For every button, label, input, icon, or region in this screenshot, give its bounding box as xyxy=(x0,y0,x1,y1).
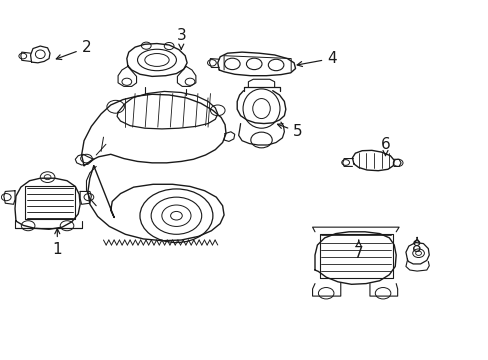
Text: 1: 1 xyxy=(52,229,62,257)
Text: 8: 8 xyxy=(411,238,421,255)
Text: 2: 2 xyxy=(56,40,91,59)
Text: 5: 5 xyxy=(277,123,302,139)
Text: 3: 3 xyxy=(176,28,186,49)
Text: 4: 4 xyxy=(297,51,336,67)
Text: 6: 6 xyxy=(380,137,389,156)
Text: 7: 7 xyxy=(353,240,363,261)
